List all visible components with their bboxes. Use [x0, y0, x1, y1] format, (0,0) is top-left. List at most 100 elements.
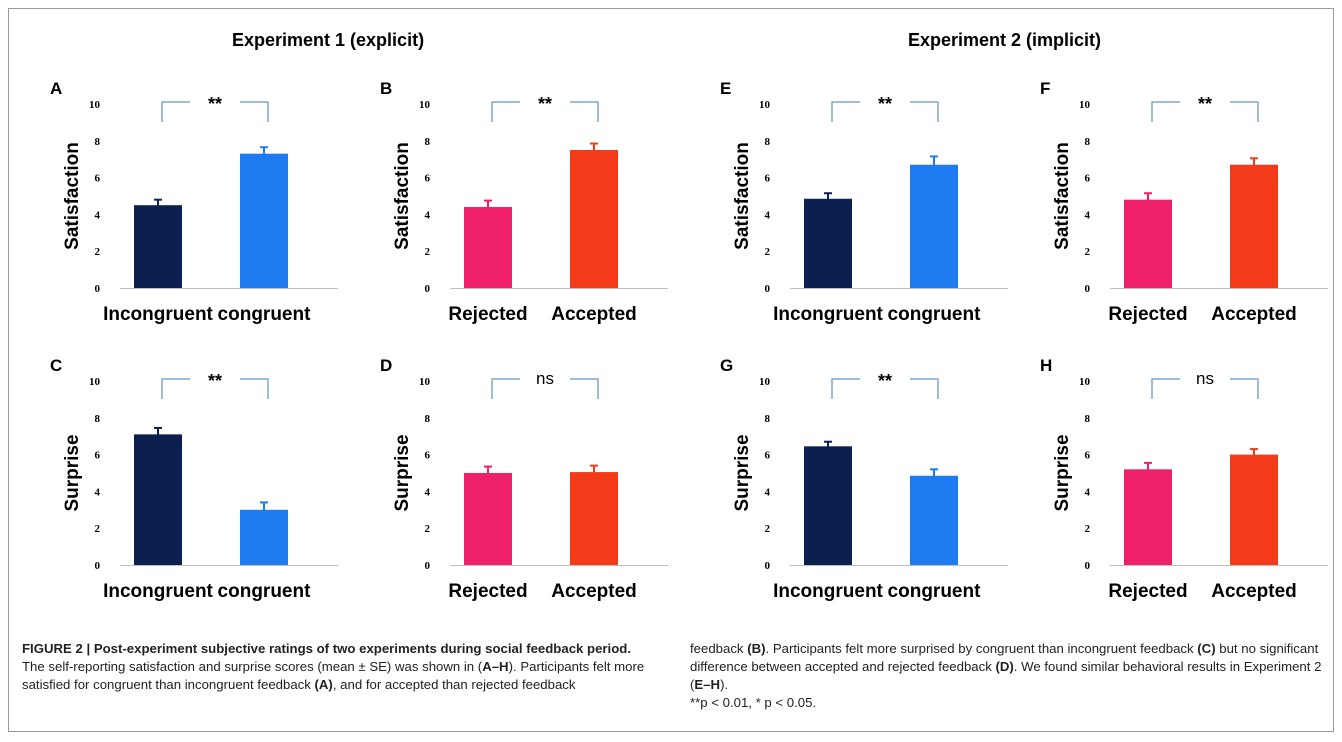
figure-caption-right: feedback (B). Participants felt more sur… — [690, 640, 1330, 712]
x-tick-label: Incongruent — [103, 581, 213, 602]
y-tick-label: 0 — [95, 283, 101, 295]
y-tick-label: 6 — [1085, 173, 1091, 185]
y-tick-label: 0 — [95, 560, 101, 572]
y-tick-label: 6 — [425, 173, 431, 185]
significance-label: ** — [1198, 94, 1212, 114]
bar-congruent — [240, 153, 288, 288]
y-tick-label: 10 — [1079, 99, 1091, 111]
y-tick-label: 10 — [419, 376, 431, 388]
bar-incongruent — [804, 198, 852, 288]
y-tick-label: 4 — [1085, 486, 1091, 498]
x-tick-label: Rejected — [448, 581, 527, 602]
significance-bracket-right — [910, 378, 939, 399]
x-tick-label: Rejected — [1108, 581, 1187, 602]
y-tick-label: 4 — [1085, 209, 1091, 221]
significance-label: ** — [878, 94, 892, 114]
y-tick-label: 10 — [419, 99, 431, 111]
y-tick-label: 2 — [95, 523, 101, 535]
bar-incongruent — [134, 434, 182, 565]
y-tick-label: 6 — [765, 450, 771, 462]
panel-label: H — [1040, 356, 1052, 375]
bar-accepted — [570, 150, 618, 288]
significance-bracket-left — [1151, 378, 1180, 399]
bar-accepted — [570, 472, 618, 565]
y-tick-label: 2 — [425, 523, 431, 535]
experiment-2-title: Experiment 2 (implicit) — [908, 30, 1102, 50]
significance-bracket-left — [161, 101, 190, 122]
bar-accepted — [1230, 454, 1278, 565]
caption-ref-b: (B) — [747, 641, 766, 656]
caption-ref-eh: E–H — [694, 677, 721, 692]
y-tick-label: 8 — [1085, 136, 1091, 148]
significance-label: ** — [208, 371, 222, 391]
caption-text-7: ). — [720, 677, 729, 692]
y-tick-label: 0 — [425, 560, 431, 572]
figure-caption-left: FIGURE 2 | Post-experiment subjective ra… — [22, 640, 647, 694]
bar-rejected — [1124, 199, 1172, 288]
y-axis-label: Satisfaction — [732, 142, 753, 250]
significance-bracket-left — [1151, 101, 1180, 122]
y-tick-label: 2 — [1085, 246, 1091, 258]
significance-label: ns — [1196, 369, 1214, 388]
caption-ref-a: (A) — [314, 677, 333, 692]
significance-label: ** — [878, 371, 892, 391]
x-tick-label: Accepted — [1211, 581, 1297, 602]
y-tick-label: 0 — [765, 560, 771, 572]
x-tick-label: Accepted — [1211, 304, 1297, 325]
significance-label: ** — [208, 94, 222, 114]
x-tick-label: congruent — [888, 581, 982, 602]
y-axis-label: Surprise — [1052, 434, 1073, 511]
caption-text-4: . Participants felt more surprised by co… — [765, 641, 1198, 656]
y-tick-label: 6 — [95, 450, 101, 462]
y-axis-label: Satisfaction — [392, 142, 413, 250]
bar-chart-g: G Surprise 0 2 4 6 8 10 Incongruent congruent ** — [720, 356, 1008, 602]
y-tick-label: 8 — [425, 136, 431, 148]
y-tick-label: 8 — [1085, 413, 1091, 425]
y-tick-label: 6 — [425, 450, 431, 462]
significance-bracket-right — [1230, 378, 1259, 399]
significance-bracket-right — [240, 378, 269, 399]
bar-chart-c: C Surprise 0 2 4 6 8 10 Incongruent congruent ** — [50, 356, 338, 602]
significance-bracket-right — [910, 101, 939, 122]
y-axis-label: Surprise — [392, 434, 413, 511]
y-tick-label: 8 — [95, 413, 101, 425]
panel-label: G — [720, 356, 733, 375]
significance-bracket-right — [1230, 101, 1259, 122]
y-tick-label: 2 — [1085, 523, 1091, 535]
panel-label: D — [380, 356, 392, 375]
significance-bracket-left — [831, 378, 860, 399]
y-tick-label: 6 — [765, 173, 771, 185]
y-tick-label: 4 — [765, 209, 771, 221]
bar-rejected — [464, 473, 512, 565]
panel-label: E — [720, 79, 731, 98]
significance-bracket-right — [570, 378, 599, 399]
y-tick-label: 10 — [89, 99, 101, 111]
bar-congruent — [910, 475, 958, 565]
x-tick-label: Incongruent — [773, 304, 883, 325]
x-tick-label: congruent — [218, 304, 312, 325]
y-axis-label: Satisfaction — [62, 142, 83, 250]
caption-ref-c: (C) — [1197, 641, 1216, 656]
bar-chart-b: B Satisfaction 0 2 4 6 8 10 Rejected Accepted ** — [380, 79, 668, 325]
x-tick-label: Rejected — [1108, 304, 1187, 325]
y-axis-label: Surprise — [732, 434, 753, 511]
y-tick-label: 4 — [425, 486, 431, 498]
y-tick-label: 0 — [1085, 560, 1091, 572]
y-tick-label: 10 — [1079, 376, 1091, 388]
y-tick-label: 2 — [95, 246, 101, 258]
x-tick-label: congruent — [218, 581, 312, 602]
bar-incongruent — [134, 205, 182, 288]
x-tick-label: Accepted — [551, 304, 637, 325]
significance-bracket-left — [491, 101, 520, 122]
caption-text-6: . We found similar behavioral results in… — [690, 659, 1322, 692]
y-tick-label: 8 — [765, 136, 771, 148]
y-tick-label: 2 — [765, 523, 771, 535]
bar-chart-h: H Surprise 0 2 4 6 8 10 Rejected Accepted ns — [1040, 356, 1328, 602]
x-tick-label: Incongruent — [103, 304, 213, 325]
significance-bracket-left — [831, 101, 860, 122]
caption-text-2: ). Participants felt more satisfied for … — [22, 659, 645, 692]
caption-text-3b: feedback — [690, 641, 748, 656]
experiment-1-title: Experiment 1 (explicit) — [232, 30, 425, 50]
bar-chart-a: A Satisfaction 0 2 4 6 8 10 Incongruent congruent… — [50, 79, 338, 325]
significance-label: ns — [536, 369, 554, 388]
